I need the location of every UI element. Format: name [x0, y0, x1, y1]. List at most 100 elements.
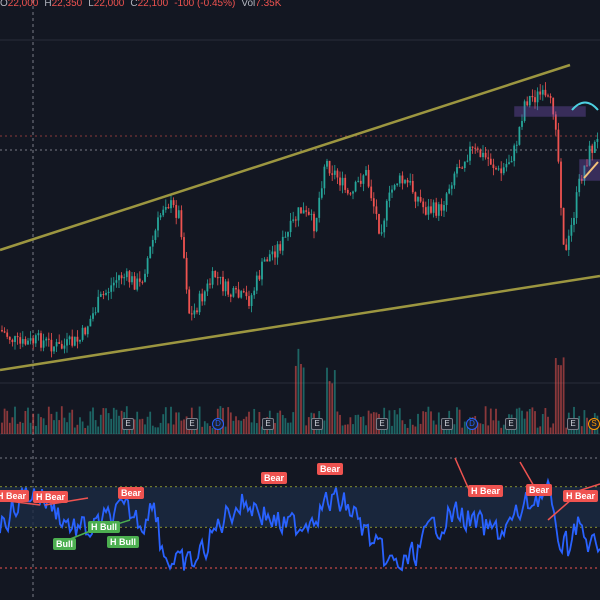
candle-body — [133, 276, 136, 290]
candle-body — [578, 178, 581, 193]
candle-body — [203, 291, 206, 302]
candle-body — [107, 291, 110, 293]
candle-body — [495, 167, 497, 170]
split-marker[interactable]: S — [588, 418, 600, 430]
candle-body — [328, 160, 331, 174]
volume-bar — [404, 424, 406, 434]
candle-body — [396, 183, 399, 186]
volume-bar — [586, 417, 588, 434]
earnings-marker[interactable]: E — [262, 418, 274, 430]
volume-bar — [141, 418, 144, 434]
earnings-marker[interactable]: E — [505, 418, 517, 430]
candle-body — [305, 210, 308, 212]
volume-bar — [557, 364, 560, 434]
volume-bar — [539, 426, 542, 434]
volume-bar — [401, 420, 404, 434]
volume-bar — [255, 423, 258, 434]
volume-bar — [307, 417, 310, 434]
earnings-marker[interactable]: E — [441, 418, 453, 430]
dividend-marker[interactable]: D — [212, 418, 224, 430]
candle-body — [21, 339, 24, 344]
candle-body — [40, 333, 42, 348]
candle-body — [261, 261, 263, 280]
candle-body — [159, 215, 162, 218]
candle-body — [534, 97, 536, 103]
volume-bar — [349, 417, 352, 434]
candle-body — [157, 217, 159, 231]
candle-body — [440, 204, 443, 211]
candle-body — [479, 149, 482, 158]
volume-bar — [66, 422, 68, 434]
volume-bar — [380, 426, 383, 434]
candle-body — [422, 201, 425, 208]
divergence-label: H Bull — [107, 536, 139, 548]
volume-bar — [427, 406, 430, 434]
volume-bar — [424, 411, 427, 434]
volume-bar — [149, 411, 152, 434]
divergence-label: Bear — [261, 472, 288, 484]
volume-bar — [432, 420, 435, 434]
volume-bar — [372, 412, 375, 434]
candle-body — [448, 188, 451, 194]
volume-bar — [224, 426, 227, 434]
volume-bar — [45, 425, 48, 434]
dividend-marker[interactable]: D — [466, 418, 478, 430]
volume-bar — [58, 420, 61, 434]
volume-bar — [560, 365, 562, 434]
candle-body — [190, 313, 193, 315]
volume-bar — [227, 407, 230, 434]
candle-body — [570, 224, 573, 236]
earnings-marker[interactable]: E — [376, 418, 388, 430]
candle-body — [76, 336, 79, 342]
volume-bar — [417, 413, 419, 434]
candle-body — [29, 338, 32, 341]
volume-bar — [352, 424, 354, 434]
candle-body — [50, 339, 53, 352]
earnings-marker[interactable]: E — [567, 418, 579, 430]
volume-bar — [258, 411, 261, 434]
earnings-marker[interactable]: E — [311, 418, 323, 430]
candle-body — [300, 207, 302, 214]
divergence-label: Bull — [53, 538, 76, 550]
volume-bar — [240, 420, 243, 434]
candle-body — [349, 193, 352, 195]
earnings-marker[interactable]: E — [122, 418, 134, 430]
candle-body — [518, 126, 521, 145]
volume-bar — [362, 416, 365, 434]
divergence-label: H Bear — [33, 491, 69, 503]
candle-body — [315, 217, 318, 232]
volume-bar — [99, 414, 102, 434]
candle-body — [466, 160, 469, 162]
volume-bar — [76, 424, 79, 434]
candle-body — [575, 192, 578, 218]
candle-body — [336, 170, 339, 178]
volume-bar — [167, 423, 170, 434]
candle-body — [359, 180, 362, 184]
divergence-label: H Bear — [468, 485, 504, 497]
candle-body — [170, 200, 172, 209]
volume-bar — [245, 416, 248, 434]
volume-bar — [396, 414, 399, 434]
candle-body — [489, 158, 492, 165]
ohlc-legend: O22,000 H22,350 L22,000 C22,100 -100 (-0… — [0, 0, 281, 10]
candle-body — [346, 189, 349, 194]
volume-bar — [461, 427, 464, 434]
candle-body — [544, 89, 547, 96]
volume-bar — [32, 413, 35, 434]
candle-body — [388, 192, 391, 201]
volume-bar — [250, 422, 253, 434]
candle-body — [541, 89, 544, 95]
candle-body — [209, 283, 211, 285]
candle-body — [196, 310, 198, 313]
volume-bar — [456, 407, 458, 434]
volume-bar — [489, 408, 492, 434]
volume-bar — [336, 411, 339, 434]
volume-bar — [84, 427, 87, 434]
volume-bar — [131, 427, 133, 434]
candle-body — [47, 338, 50, 340]
earnings-marker[interactable]: E — [186, 418, 198, 430]
lower-trendline — [0, 274, 600, 372]
volume-bar — [175, 412, 178, 434]
